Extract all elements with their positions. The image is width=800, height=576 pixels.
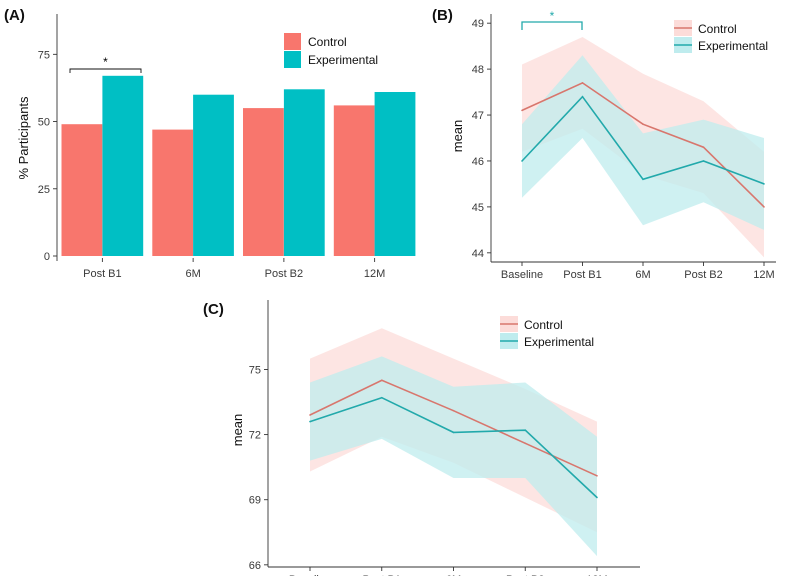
- point-experimental-12m: [596, 496, 598, 499]
- point-control-baseline: [521, 109, 523, 112]
- panel-b: (B) 44 45 46 47 48 49 Baseline Post B1 6M Post B…: [432, 7, 776, 281]
- bar-control-post-b2: [243, 108, 284, 256]
- panel-c: (C) 66 69 72 75 Baseline Post B1 6M Post B2 12M…: [203, 300, 640, 576]
- point-experimental-post-b2: [702, 160, 705, 162]
- y-tick-label-48: 48: [472, 64, 484, 76]
- panel-c-plot: [309, 328, 598, 557]
- x-tick-label-12m: 12M: [364, 268, 385, 280]
- panel-b-x-ticks: Baseline Post B1 6M Post B2 12M: [501, 262, 775, 281]
- x-tick-label-baseline: Baseline: [289, 574, 331, 576]
- panel-b-significance-star: *: [550, 9, 555, 23]
- y-tick-label-25: 25: [38, 184, 50, 196]
- panel-a-bars: [61, 75, 416, 257]
- y-tick-label-75: 75: [249, 364, 261, 376]
- y-tick-label-44: 44: [472, 248, 484, 260]
- panel-a-label: (A): [4, 7, 25, 24]
- point-control-6m: [642, 123, 644, 125]
- panel-a-legend-label-experimental: Experimental: [308, 53, 378, 67]
- point-control-post-b1: [581, 82, 584, 84]
- point-control-baseline: [309, 414, 311, 416]
- y-tick-label-46: 46: [472, 156, 484, 168]
- y-tick-label-49: 49: [472, 18, 484, 30]
- panel-b-legend-label-control: Control: [698, 22, 737, 36]
- panel-a-y-axis-title: % Participants: [16, 96, 31, 180]
- panel-b-legend: Control Experimental: [674, 20, 768, 53]
- panel-a-legend-key-experimental: [284, 51, 301, 68]
- x-tick-label-6m: 6M: [446, 574, 461, 576]
- x-tick-label-6m: 6M: [635, 269, 650, 281]
- panel-b-plot: [521, 37, 765, 258]
- ribbon-experimental: [522, 55, 764, 230]
- y-tick-label-75: 75: [38, 49, 50, 61]
- panel-a-y-ticks: 0 25 50 75: [38, 49, 57, 263]
- bar-control-post-b1: [61, 124, 103, 256]
- point-experimental-post-b2: [524, 429, 527, 432]
- point-control-post-b2: [524, 442, 527, 445]
- panel-c-legend-label-experimental: Experimental: [524, 335, 594, 349]
- x-tick-label-post-b1: Post B1: [563, 269, 602, 281]
- panel-c-label: (C): [203, 301, 224, 318]
- panel-a: (A) 0 25 50 75 Post B1 6M Post B2 12M % Partic…: [4, 7, 416, 280]
- panel-b-legend-label-experimental: Experimental: [698, 39, 768, 53]
- y-tick-label-69: 69: [249, 495, 261, 507]
- panel-a-significance-star: *: [103, 55, 108, 69]
- bar-experimental-12m: [374, 92, 416, 256]
- y-tick-label-47: 47: [472, 110, 484, 122]
- point-experimental-6m: [642, 178, 644, 181]
- y-tick-label-66: 66: [249, 560, 261, 572]
- x-tick-label-12m: 12M: [586, 574, 607, 576]
- y-tick-label-72: 72: [249, 430, 261, 442]
- x-tick-label-6m: 6M: [185, 268, 200, 280]
- point-control-12m: [763, 206, 765, 208]
- point-experimental-baseline: [521, 160, 523, 162]
- point-control-6m: [452, 409, 455, 412]
- panel-a-significance-bracket: [69, 68, 142, 73]
- panel-c-legend: Control Experimental: [500, 316, 594, 349]
- panel-b-y-axis-title: mean: [450, 120, 465, 153]
- panel-b-y-ticks: 44 45 46 47 48 49: [472, 18, 491, 260]
- x-tick-label-post-b2: Post B2: [506, 574, 545, 576]
- panel-b-significance-bracket: [521, 21, 583, 30]
- ribbon-experimental: [310, 356, 597, 557]
- panel-a-legend-label-control: Control: [308, 35, 347, 49]
- panel-a-legend: Control Experimental: [284, 33, 378, 68]
- x-tick-label-12m: 12M: [753, 269, 774, 281]
- point-experimental-baseline: [309, 420, 311, 423]
- point-control-post-b2: [702, 146, 705, 148]
- point-experimental-12m: [763, 183, 765, 185]
- point-experimental-post-b1: [381, 396, 383, 399]
- panel-c-y-ticks: 66 69 72 75: [249, 364, 268, 572]
- panel-b-label: (B): [432, 7, 453, 24]
- point-experimental-post-b1: [581, 95, 584, 98]
- point-experimental-6m: [452, 431, 455, 434]
- x-tick-label-post-b2: Post B2: [684, 269, 723, 281]
- panel-a-legend-key-control: [284, 33, 301, 50]
- panel-a-x-ticks: Post B1 6M Post B2 12M: [83, 258, 385, 280]
- bar-experimental-post-b2: [283, 89, 325, 256]
- x-tick-label-baseline: Baseline: [501, 269, 543, 281]
- x-tick-label-post-b2: Post B2: [265, 268, 304, 280]
- bar-experimental-6m: [193, 94, 234, 256]
- x-tick-label-post-b1: Post B1: [83, 268, 122, 280]
- point-control-12m: [596, 475, 598, 477]
- point-control-post-b1: [381, 379, 383, 382]
- x-tick-label-post-b1: Post B1: [362, 574, 401, 576]
- panel-c-x-ticks: Baseline Post B1 6M Post B2 12M: [289, 567, 608, 576]
- bar-control-12m: [333, 105, 375, 257]
- y-tick-label-45: 45: [472, 202, 484, 214]
- y-tick-label-0: 0: [44, 251, 50, 263]
- panel-c-y-axis-title: mean: [230, 414, 245, 447]
- y-tick-label-50: 50: [38, 117, 50, 129]
- panel-c-legend-label-control: Control: [524, 318, 563, 332]
- bar-experimental-post-b1: [102, 75, 144, 256]
- bar-control-6m: [152, 129, 194, 256]
